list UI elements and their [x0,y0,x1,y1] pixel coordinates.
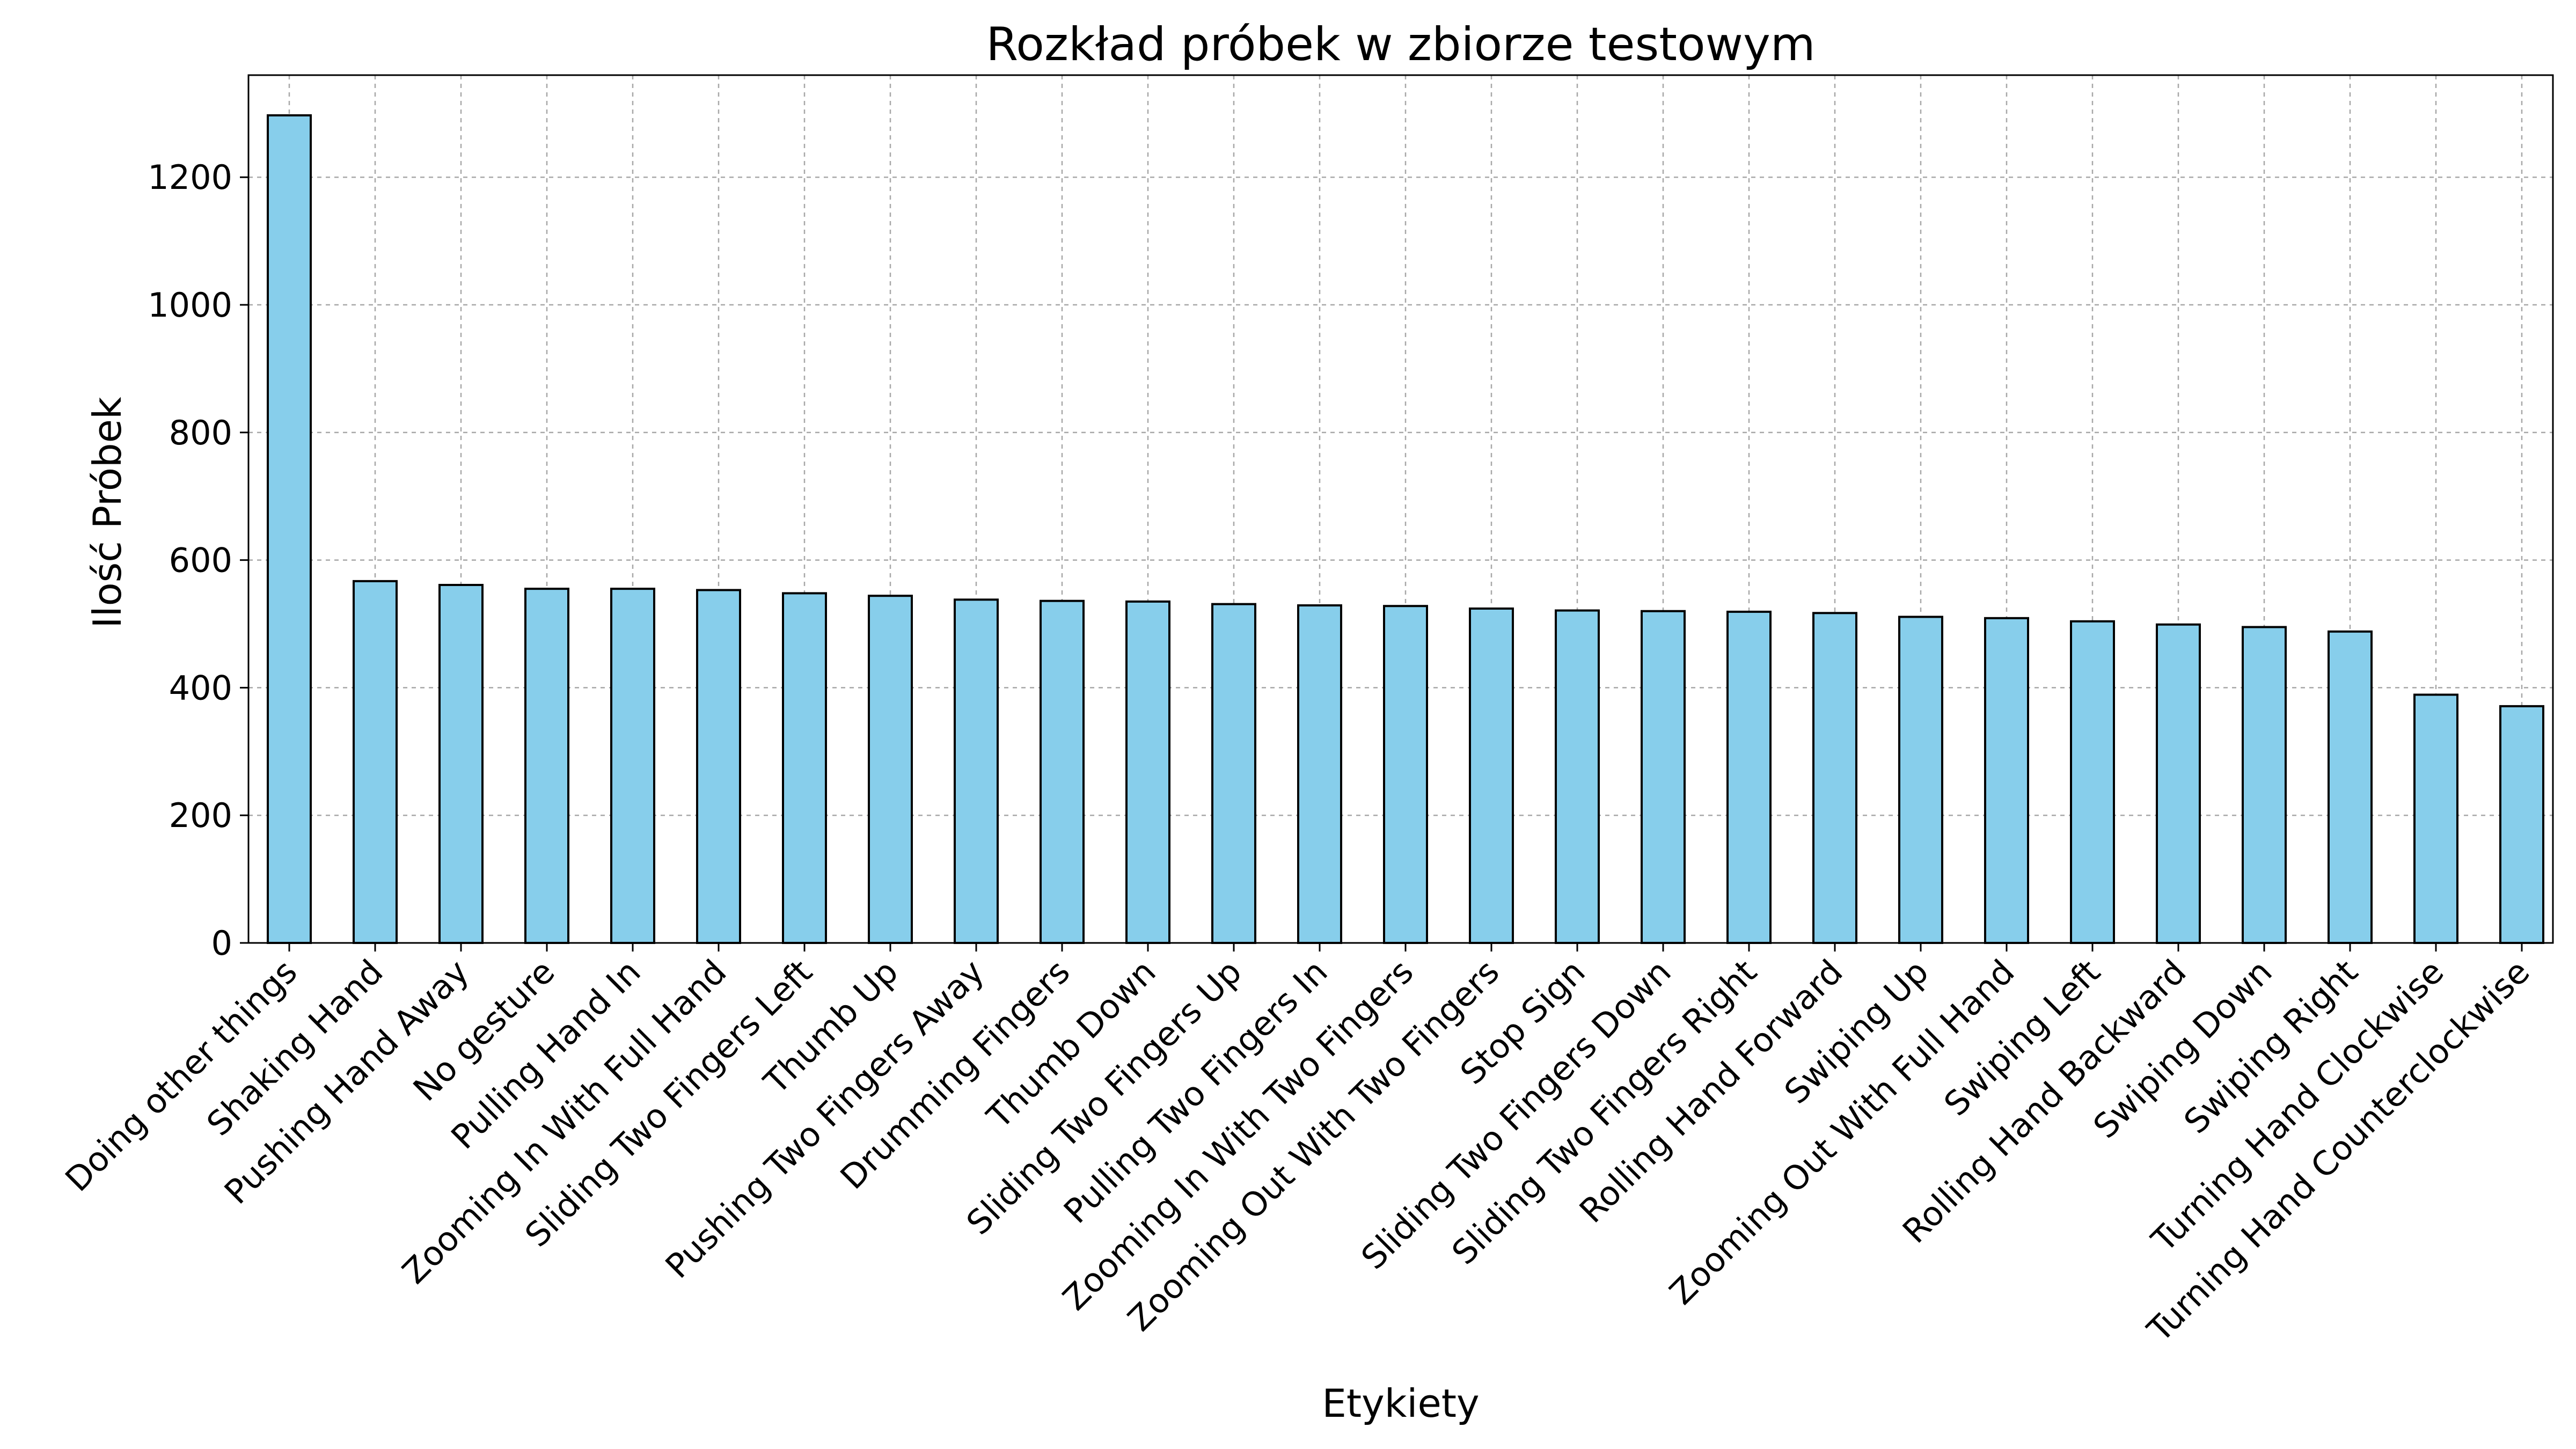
bars [267,114,2544,945]
bar-shaking-hand [353,580,398,944]
bar-thumb-up [868,595,913,944]
bar-rolling-hand-backward [2156,623,2201,945]
bar-zooming-in-with-two-fingers [1383,605,1428,944]
bar-sliding-two-fingers-left [782,592,827,944]
bar-doing-other-things [267,114,312,944]
bar-swiping-down [2242,626,2287,945]
bar-stop-sign [1555,609,1600,944]
bar-swiping-right [2328,630,2373,944]
y-axis: 0 200 400 600 800 1000 1200 [148,158,248,963]
y-tick-label: 800 [169,413,232,452]
y-tick-label: 400 [169,668,232,707]
bar-zooming-in-with-full-hand [696,589,741,944]
chart-title: Rozkład próbek w zbiorze testowym [986,18,1815,71]
bar-rolling-hand-forward [1812,612,1857,945]
y-axis-label: Ilość Próbek [85,397,130,628]
bar-thumb-down [1125,600,1170,944]
bar-zooming-out-with-two-fingers [1469,607,1514,944]
y-tick-label: 1200 [148,158,232,197]
bar-pulling-hand-in [610,588,655,944]
bar-zooming-out-with-full-hand [1984,617,2029,944]
bar-no-gesture [524,588,569,944]
bar-pulling-two-fingers-in [1297,604,1342,944]
bar-sliding-two-fingers-right [1726,610,1772,945]
bar-swiping-left [2070,620,2115,944]
y-tick-label: 1000 [148,286,232,325]
bar-pushing-hand-away [438,583,484,945]
bar-drumming-fingers [1040,599,1085,944]
y-tick-label: 200 [169,796,232,835]
plot-frame [247,74,2554,944]
bar-turning-hand-clockwise [2413,693,2458,945]
bar-sliding-two-fingers-up [1211,603,1256,944]
bar-turning-hand-counterclockwise [2499,705,2544,945]
bar-sliding-two-fingers-down [1641,610,1686,945]
y-tick-label: 600 [169,541,232,580]
bar-pushing-two-fingers-away [954,598,999,945]
bar-swiping-up [1898,616,1943,944]
x-axis-label: Etykiety [1322,1381,1479,1426]
y-tick-label: 0 [211,924,232,963]
